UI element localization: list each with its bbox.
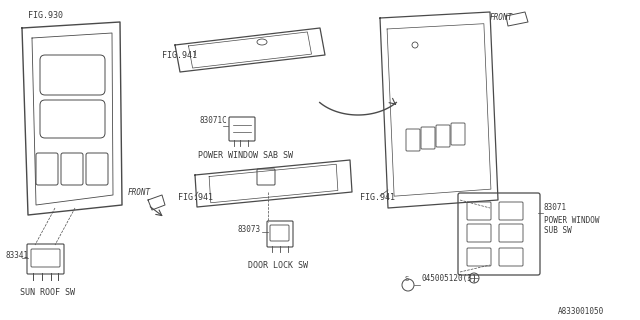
Text: SUN ROOF SW: SUN ROOF SW (20, 288, 75, 297)
Text: FIG.930: FIG.930 (28, 11, 63, 20)
Text: 83071C: 83071C (200, 116, 228, 125)
Text: FRONT: FRONT (128, 188, 151, 197)
Text: 045005120(3): 045005120(3) (421, 274, 477, 283)
Text: S: S (404, 276, 409, 282)
Text: A833001050: A833001050 (558, 307, 604, 316)
Text: SUB SW: SUB SW (544, 226, 572, 235)
Text: FRONT: FRONT (490, 13, 513, 22)
Text: FIG.941: FIG.941 (360, 193, 395, 202)
Text: POWER WINDOW SAB SW: POWER WINDOW SAB SW (198, 151, 293, 160)
Text: POWER WINDOW: POWER WINDOW (544, 216, 600, 225)
Text: 83071: 83071 (544, 203, 567, 212)
Text: FIG.941: FIG.941 (162, 51, 197, 60)
Text: DOOR LOCK SW: DOOR LOCK SW (248, 261, 308, 270)
Text: FIG.941: FIG.941 (178, 193, 213, 202)
Text: 83073: 83073 (238, 225, 261, 234)
Text: 83341: 83341 (5, 251, 28, 260)
